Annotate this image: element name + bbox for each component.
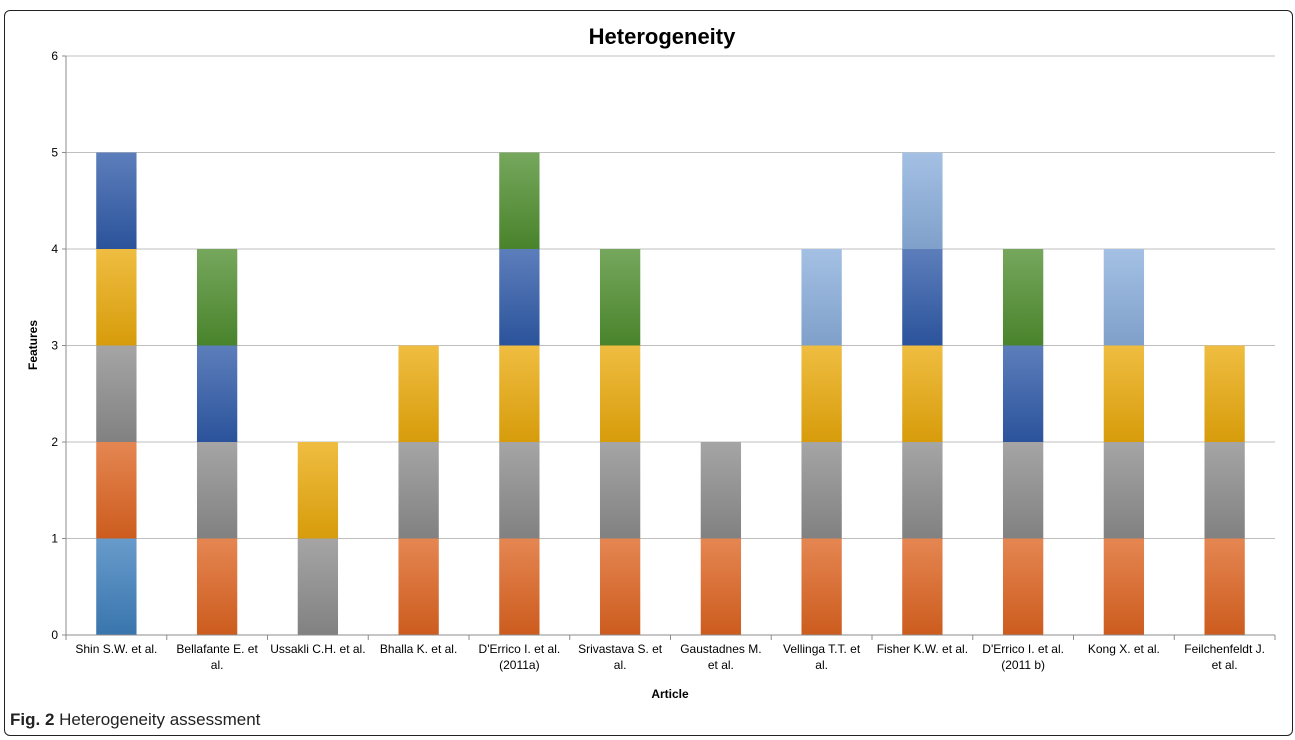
bar-stack — [700, 442, 742, 635]
bar-segment — [599, 538, 641, 635]
bar-segment — [599, 249, 641, 346]
x-tick-label: Srivastava S. et al. — [578, 642, 663, 672]
y-tick-label: 2 — [51, 435, 58, 449]
bar-segment — [1204, 442, 1245, 539]
bar-segment — [499, 538, 540, 635]
bar-segment — [297, 442, 339, 539]
y-tick-label: 1 — [51, 532, 58, 546]
x-tick-label: Ussakli C.H. et al. — [270, 642, 365, 656]
bar-segment — [1002, 442, 1044, 539]
bar-segment — [196, 345, 238, 442]
bar-segment — [801, 345, 842, 442]
bar-segment — [599, 345, 641, 442]
chart-title: Heterogeneity — [589, 24, 736, 49]
figure-caption-text: Heterogeneity assessment — [59, 710, 261, 729]
bar-segment — [499, 442, 540, 539]
bar-segment — [801, 442, 842, 539]
bar-stack — [1002, 249, 1044, 635]
bar-segment — [96, 538, 137, 635]
bar-stack — [297, 442, 339, 635]
x-tick-label: D'Errico I. et al. (2011 b) — [982, 642, 1064, 672]
figure-number: Fig. 2 — [10, 710, 55, 729]
bar-segment — [1103, 345, 1145, 442]
bar-segment — [902, 152, 943, 249]
bar-segment — [1103, 249, 1145, 346]
bar-stack — [1103, 249, 1145, 635]
x-tick-label: Feilchenfeldt J. et al. — [1184, 642, 1265, 672]
x-tick-label: Bellafante E. et al. — [176, 642, 258, 672]
y-tick-label: 0 — [51, 628, 58, 642]
y-axis-label: Features — [26, 320, 40, 370]
bar-stack — [398, 345, 439, 635]
x-tick-label: Kong X. et al. — [1088, 642, 1160, 656]
bar-segment — [297, 538, 339, 635]
y-tick-label: 6 — [51, 49, 58, 63]
bar-segment — [1204, 345, 1245, 442]
bar-series — [96, 152, 1245, 635]
x-axis-label: Article — [651, 687, 689, 701]
bar-segment — [902, 538, 943, 635]
bar-segment — [902, 345, 943, 442]
bar-segment — [196, 442, 238, 539]
bar-stack — [599, 249, 641, 635]
bar-segment — [96, 249, 137, 346]
bar-segment — [801, 249, 842, 346]
bar-segment — [700, 442, 742, 539]
bar-segment — [196, 249, 238, 346]
bar-segment — [499, 345, 540, 442]
x-tick-label: Fisher K.W. et al. — [877, 642, 968, 656]
y-tick-label: 5 — [51, 146, 58, 160]
bar-segment — [1002, 249, 1044, 346]
bar-segment — [902, 442, 943, 539]
x-tick-label: Gaustadnes M. et al. — [680, 642, 761, 672]
x-tick-label: D'Errico I. et al. (2011a) — [479, 642, 561, 672]
bar-stack — [96, 152, 137, 635]
bar-stack — [1204, 345, 1245, 635]
y-tick-label: 4 — [51, 242, 58, 256]
bar-segment — [1103, 442, 1145, 539]
bar-segment — [96, 442, 137, 539]
bar-segment — [499, 249, 540, 346]
bar-segment — [196, 538, 238, 635]
bar-segment — [398, 442, 439, 539]
bar-stack — [499, 152, 540, 635]
figure-caption: Fig. 2 Heterogeneity assessment — [10, 710, 260, 730]
x-tick-label: Bhalla K. et al. — [380, 642, 457, 656]
bar-segment — [96, 152, 137, 249]
bar-stack — [902, 152, 943, 635]
bar-segment — [599, 442, 641, 539]
bar-segment — [801, 538, 842, 635]
y-tick-label: 3 — [51, 339, 58, 353]
grid-lines — [66, 55, 1275, 539]
figure-frame — [4, 10, 1293, 736]
bar-segment — [1002, 538, 1044, 635]
bar-segment — [398, 538, 439, 635]
bar-segment — [700, 538, 742, 635]
bar-segment — [902, 249, 943, 346]
bar-stack — [196, 249, 238, 635]
bar-segment — [96, 345, 137, 442]
bar-segment — [1204, 538, 1245, 635]
bar-segment — [1103, 538, 1145, 635]
axes: 0 1 2 3 4 5 6 Shin S.W. et al. Bellafante E. et a… — [51, 49, 1276, 672]
bar-segment — [1002, 345, 1044, 442]
x-tick-label: Vellinga T.T. et al. — [783, 642, 861, 672]
bar-stack — [801, 249, 842, 635]
bar-segment — [398, 345, 439, 442]
bar-segment — [499, 152, 540, 249]
x-tick-label: Shin S.W. et al. — [75, 642, 157, 656]
